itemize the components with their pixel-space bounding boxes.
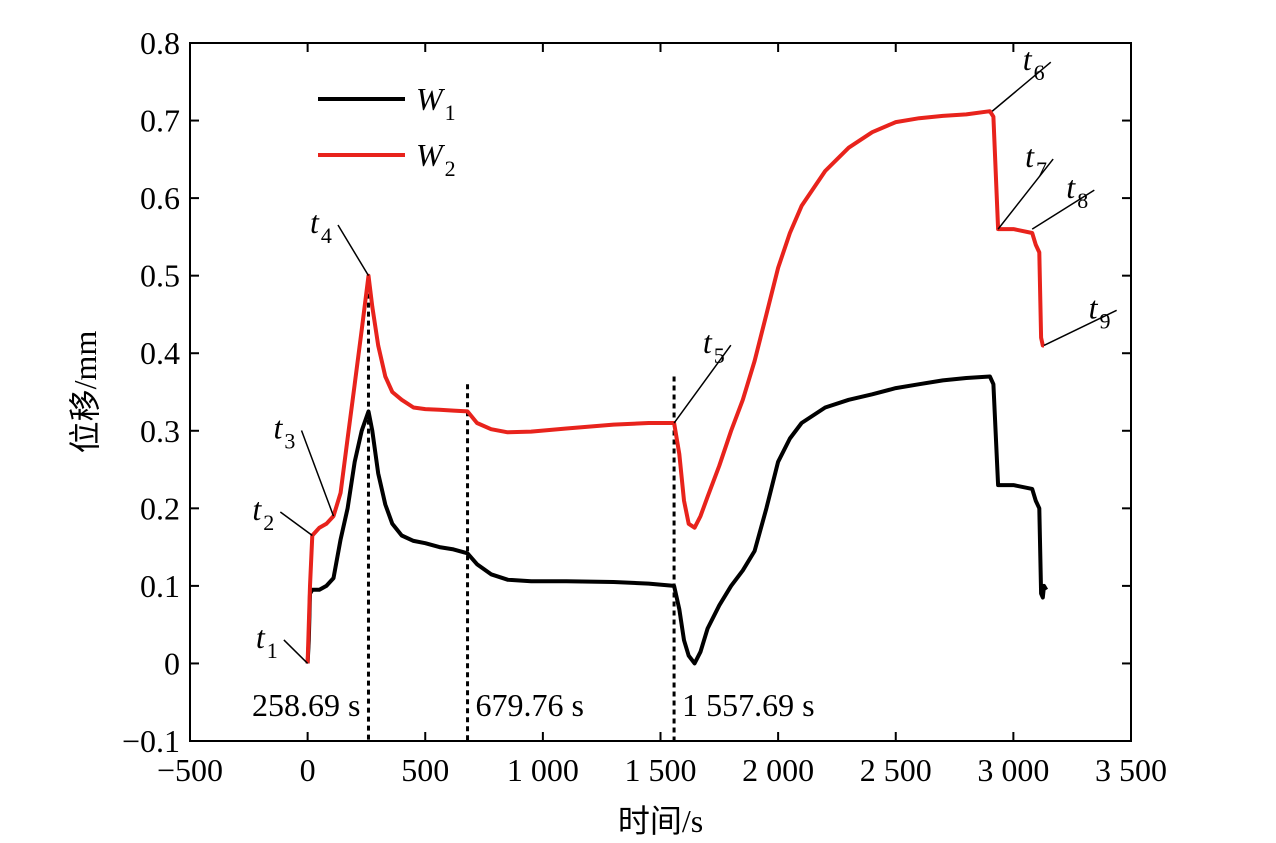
legend-main: W bbox=[416, 137, 446, 173]
y-tick-label: 0 bbox=[164, 645, 180, 681]
series-line-w2 bbox=[305, 109, 1045, 664]
annotation-main: t bbox=[252, 491, 262, 527]
annotation-label-t4: t4 bbox=[310, 204, 332, 248]
series-lines bbox=[305, 109, 1049, 666]
y-tick-label: 0.3 bbox=[140, 413, 180, 449]
x-tick-label: 2 000 bbox=[742, 752, 814, 788]
y-tick-label: 0.7 bbox=[140, 103, 180, 139]
annotation-main: t bbox=[1023, 41, 1033, 77]
annotation-leader-line bbox=[283, 639, 309, 664]
y-tick-label: −0.1 bbox=[122, 723, 180, 759]
x-tick-label: 2 500 bbox=[860, 752, 932, 788]
annotation-label-t6: t6 bbox=[1023, 41, 1045, 85]
annotation-label-t7: t7 bbox=[1025, 138, 1047, 182]
legend-subscript: 2 bbox=[445, 156, 456, 181]
legend-label-w2: W2 bbox=[416, 137, 456, 181]
legend-label-w1: W1 bbox=[416, 81, 456, 125]
annotation-subscript: 6 bbox=[1034, 60, 1045, 85]
annotation-leader-line bbox=[997, 158, 1054, 230]
series-line-w1 bbox=[305, 374, 1049, 666]
annotation-leader-line bbox=[300, 430, 335, 517]
x-tick-label: 1 000 bbox=[507, 752, 579, 788]
vertical-line-label: 1 557.69 s bbox=[682, 687, 814, 723]
annotation-main: t bbox=[1025, 138, 1035, 174]
annotation-label-t5: t5 bbox=[703, 324, 725, 368]
x-axis-label: 时间/s bbox=[618, 803, 703, 839]
annotation-subscript: 2 bbox=[263, 510, 274, 535]
vertical-line-label: 679.76 s bbox=[476, 687, 584, 723]
annotation-label-t3: t3 bbox=[274, 410, 296, 454]
annotation-leader-line bbox=[279, 511, 313, 537]
annotation-main: t bbox=[1089, 289, 1099, 325]
annotation-subscript: 7 bbox=[1036, 157, 1047, 182]
annotation-main: t bbox=[1066, 169, 1076, 205]
y-tick-label: 0.2 bbox=[140, 490, 180, 526]
annotation-main: t bbox=[310, 204, 320, 240]
annotation-subscript: 8 bbox=[1077, 188, 1088, 213]
legend-main: W bbox=[416, 81, 446, 117]
y-tick-label: 0.8 bbox=[140, 25, 180, 61]
y-tick-label: 0.5 bbox=[140, 258, 180, 294]
axis-ticks: −500 0 500 1 000 1 500 2 000 2 500 3 000 3 500 −0… bbox=[122, 25, 1167, 788]
x-tick-label: 3 500 bbox=[1095, 752, 1167, 788]
x-tick-label: 1 500 bbox=[625, 752, 697, 788]
annotation-subscript: 3 bbox=[284, 429, 295, 454]
annotation-subscript: 4 bbox=[321, 223, 332, 248]
annotation-main: t bbox=[274, 410, 284, 446]
annotation-subscript: 5 bbox=[714, 343, 725, 368]
legend-subscript: 1 bbox=[445, 100, 456, 125]
x-tick-label: 0 bbox=[300, 752, 316, 788]
annotation-main: t bbox=[703, 324, 713, 360]
annotation-leader-line bbox=[673, 344, 732, 424]
x-tick-label: −500 bbox=[157, 752, 223, 788]
x-tick-label: 3 000 bbox=[977, 752, 1049, 788]
y-tick-label: 0.1 bbox=[140, 568, 180, 604]
annotation-leader-line bbox=[991, 61, 1052, 112]
vertical-line-label: 258.69 s bbox=[252, 687, 360, 723]
annotation-label-t1: t1 bbox=[256, 619, 278, 663]
annotation-leader-line bbox=[1043, 309, 1117, 347]
annotation-label-t8: t8 bbox=[1066, 169, 1088, 213]
vertical-reference-lines: 258.69 s 679.76 s 1 557.69 s bbox=[252, 275, 815, 741]
annotation-label-t2: t2 bbox=[252, 491, 274, 535]
y-tick-label: 0.6 bbox=[140, 180, 180, 216]
annotation-subscript: 1 bbox=[267, 638, 278, 663]
annotation-leader-line bbox=[337, 224, 370, 277]
annotation-subscript: 9 bbox=[1100, 308, 1111, 333]
plot-frame bbox=[189, 42, 1132, 742]
annotation-leader-line bbox=[1031, 189, 1095, 230]
y-tick-label: 0.4 bbox=[140, 335, 180, 371]
annotation-label-t9: t9 bbox=[1089, 289, 1111, 333]
annotation-main: t bbox=[256, 619, 266, 655]
x-tick-label: 500 bbox=[401, 752, 449, 788]
y-axis-label: 位移/mm bbox=[67, 331, 103, 454]
